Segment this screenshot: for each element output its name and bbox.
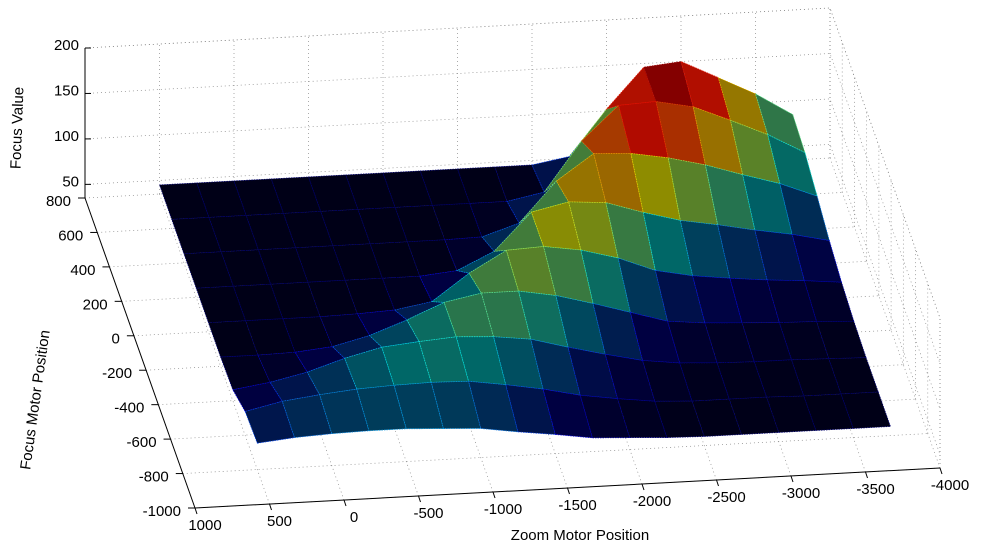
- z-tick-label: 200: [54, 37, 79, 54]
- floor-grid-line: [159, 193, 270, 505]
- surface-patch: [568, 201, 619, 259]
- y-tick-label: -400: [114, 400, 144, 417]
- z-tick-label: 150: [54, 82, 79, 99]
- x-tick: [939, 467, 943, 475]
- surface-patch: [581, 104, 632, 154]
- x-tick-label: -2000: [633, 493, 671, 510]
- z-tick-label: 100: [54, 128, 79, 145]
- surface-patch: [691, 398, 742, 437]
- x-tick-label: -4000: [931, 477, 969, 494]
- surface-patch: [393, 382, 444, 430]
- surface-patch: [729, 277, 780, 324]
- x-tick: [567, 487, 570, 495]
- x-tick-label: 1000: [188, 517, 221, 534]
- surface-patch: [791, 358, 842, 397]
- surface-patch: [469, 201, 520, 238]
- x-tick: [418, 495, 421, 503]
- y-tick-label: -800: [139, 469, 169, 486]
- surface-patch: [816, 320, 867, 360]
- surface-patch: [381, 341, 432, 386]
- z-tick-label: 50: [62, 173, 79, 190]
- surface-patch: [766, 279, 818, 323]
- surface-patch: [741, 322, 793, 363]
- y-tick-label: -600: [127, 434, 157, 451]
- surface-patch: [530, 201, 582, 251]
- x-tick: [343, 499, 347, 507]
- surface-patch: [294, 346, 346, 373]
- surface-patch: [505, 384, 556, 435]
- surface-patch: [667, 320, 718, 364]
- x-tick-label: -3000: [782, 485, 820, 502]
- surface-patch: [468, 249, 520, 294]
- surface-patch: [654, 400, 705, 438]
- x-tick-label: -1500: [558, 497, 596, 514]
- y-axis-label: Focus Motor Position: [17, 329, 53, 471]
- y-tick-label: -1000: [143, 503, 181, 520]
- surface-patch: [542, 388, 593, 439]
- y-tick-label: 600: [58, 227, 83, 244]
- x-tick: [269, 503, 272, 511]
- x-tick: [492, 491, 496, 499]
- x-tick-label: -500: [413, 505, 443, 522]
- x-axis-label: Zoom Motor Position: [511, 527, 649, 544]
- surface-patch: [828, 357, 879, 395]
- surface-patch: [630, 152, 681, 221]
- x-tick-label: -3500: [856, 481, 894, 498]
- y-tick-label: 200: [83, 296, 108, 313]
- y-tick-label: 400: [70, 262, 95, 279]
- surface-patch: [791, 233, 843, 283]
- y-tick-label: 0: [112, 331, 120, 348]
- surface-patch: [569, 105, 619, 157]
- surface-patch: [604, 353, 656, 402]
- y-tick-label: -200: [102, 365, 132, 382]
- surface-patch: [803, 280, 855, 322]
- x-tick: [865, 471, 868, 479]
- x-tick-label: 500: [267, 513, 292, 530]
- x-tick: [194, 507, 198, 515]
- x-tick-label: 0: [350, 509, 358, 526]
- floor-grid-line: [829, 157, 941, 469]
- x-tick: [641, 483, 645, 491]
- surface-patch: [728, 396, 780, 435]
- y-axis: [84, 197, 196, 509]
- wall-grid-line: [84, 144, 941, 455]
- surface-patch: [679, 219, 731, 279]
- floor-grid-line: [182, 433, 928, 474]
- x-tick: [790, 475, 794, 483]
- z-axis-label: Focus Value: [8, 87, 28, 170]
- y-tick-label: 800: [46, 193, 71, 210]
- surface-patch: [840, 391, 891, 429]
- surface-patch: [592, 303, 644, 361]
- x-tick: [716, 479, 719, 487]
- surface-patch: [716, 361, 768, 400]
- x-tick-label: -1000: [484, 501, 522, 518]
- surface-patch: [480, 290, 532, 340]
- wall-grid-line: [84, 53, 941, 364]
- wall-grid-line: [84, 98, 941, 410]
- x-tick-label: -2500: [707, 489, 745, 506]
- surface-patch: [642, 360, 693, 402]
- surface-patch: [455, 336, 507, 386]
